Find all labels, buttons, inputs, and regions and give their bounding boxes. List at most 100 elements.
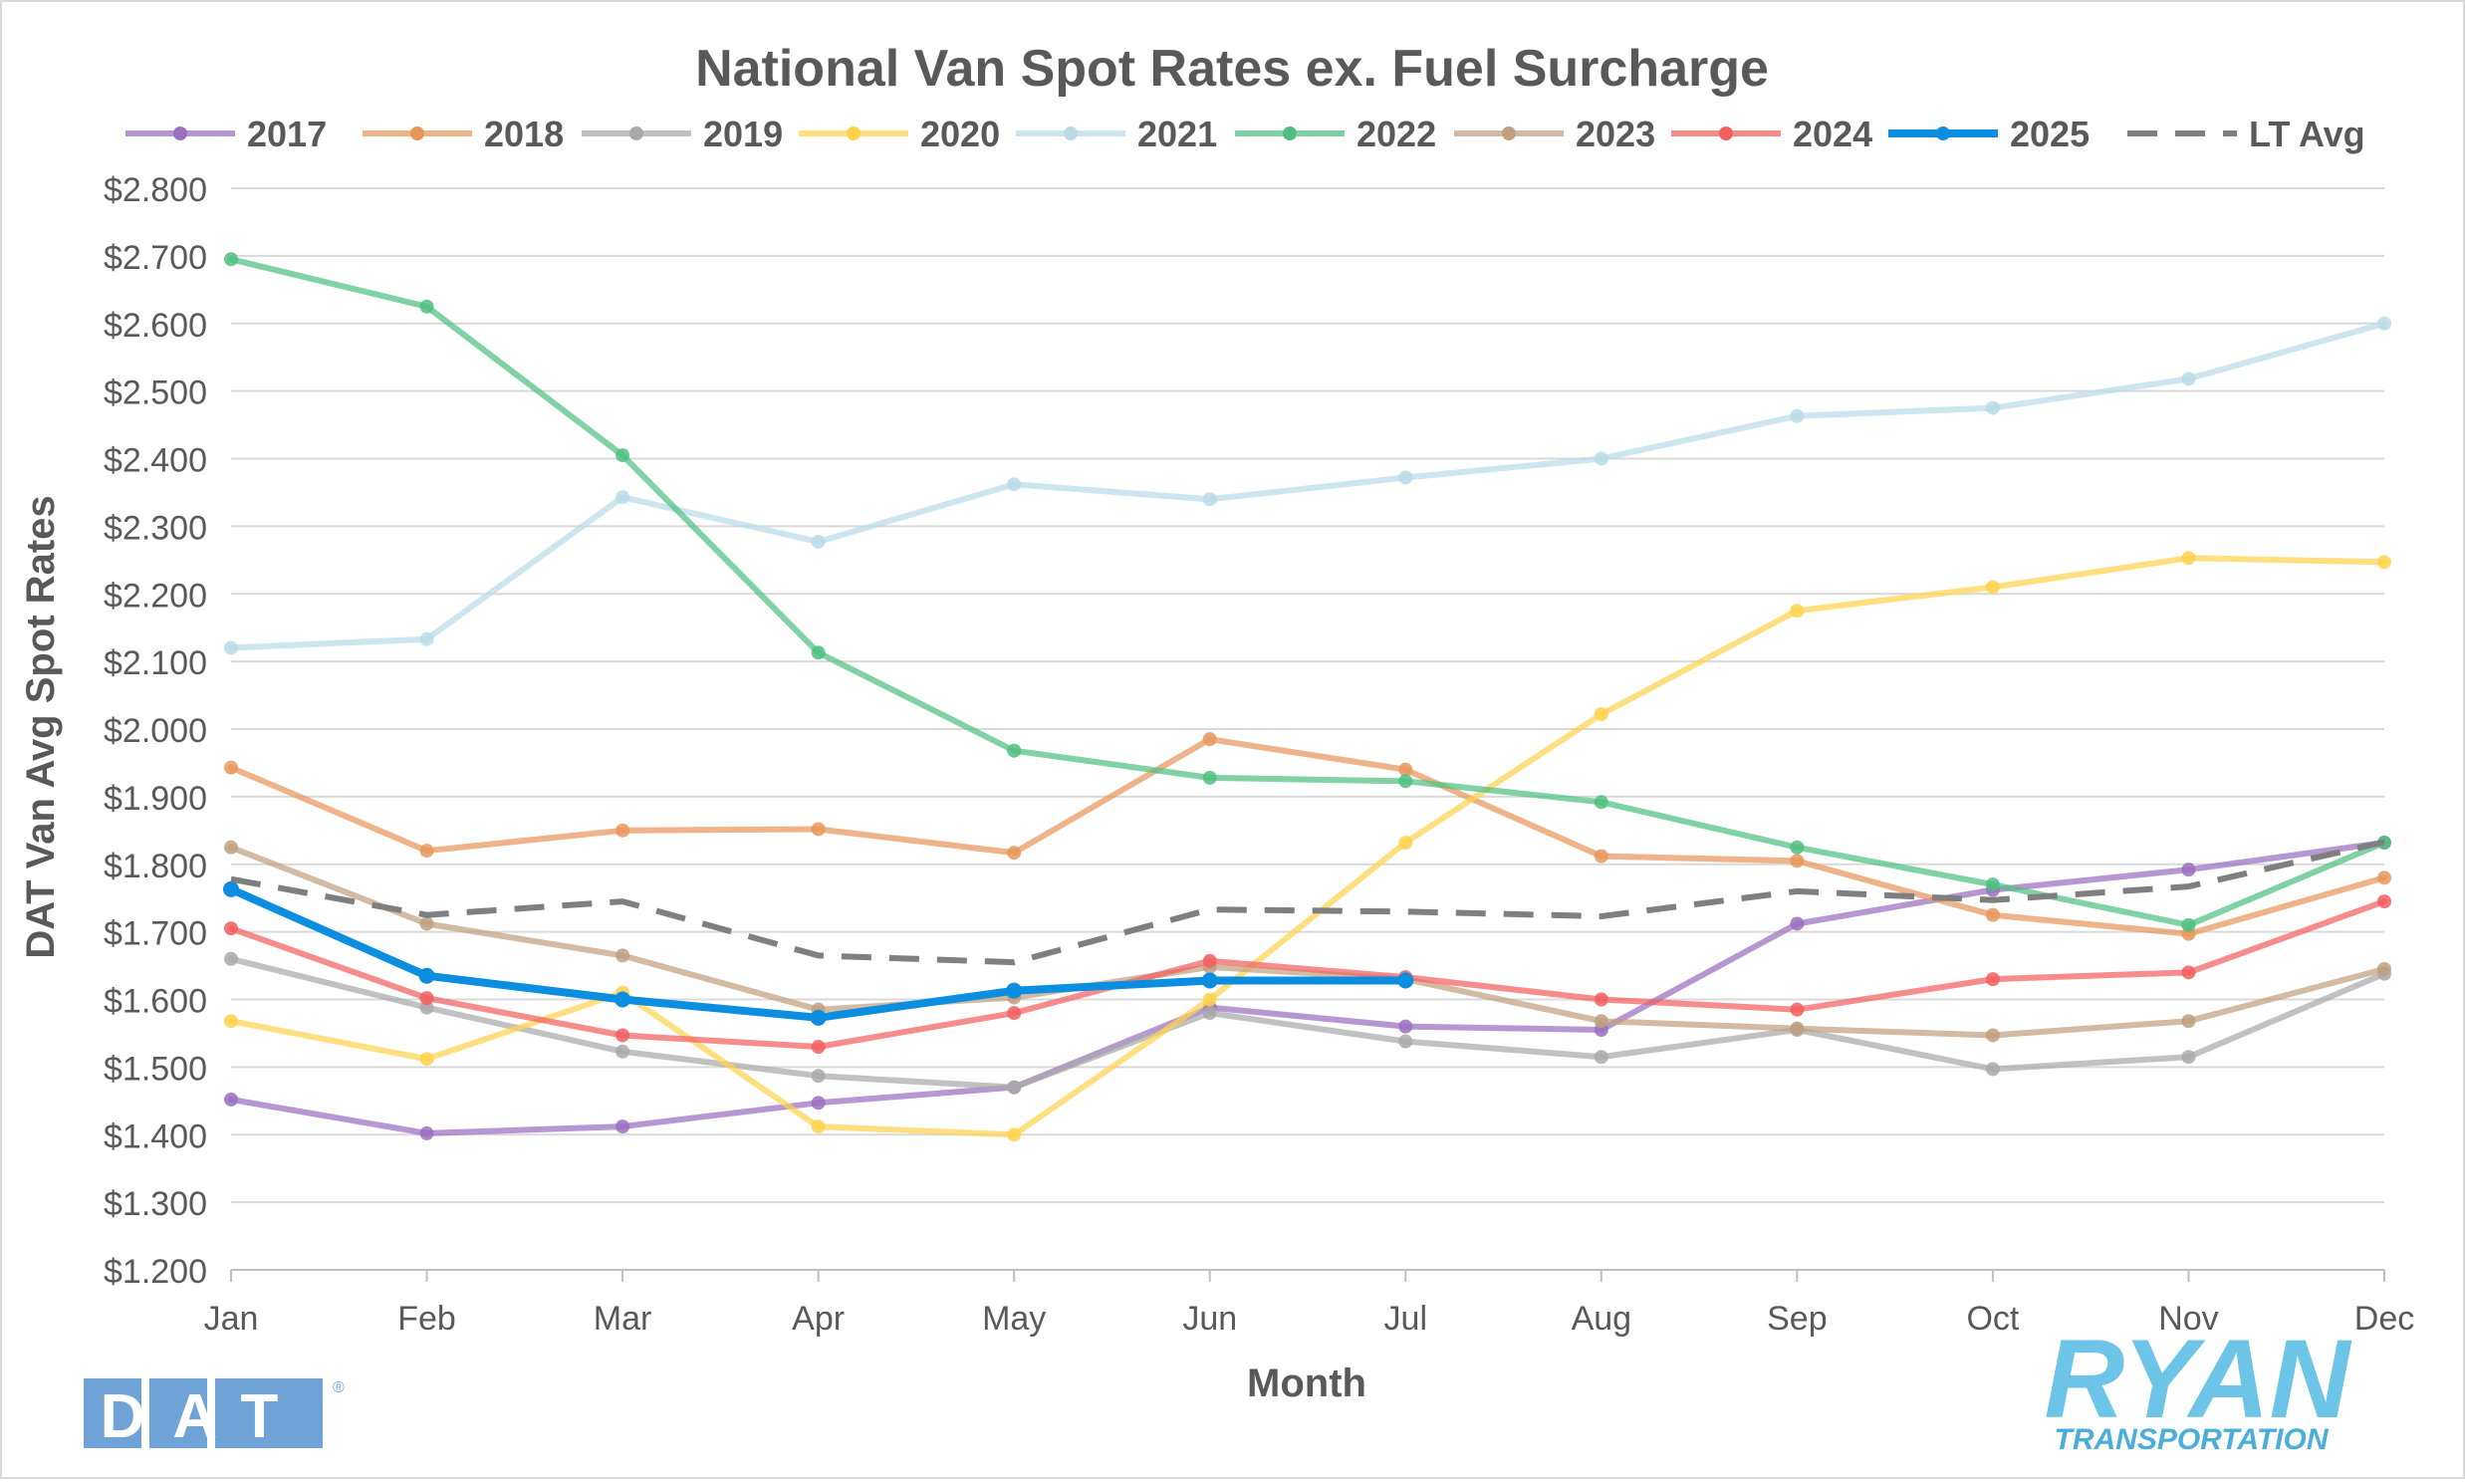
legend-label: 2018 bbox=[484, 114, 564, 154]
data-point bbox=[1985, 400, 2000, 415]
x-tick-label: Feb bbox=[397, 1300, 456, 1338]
y-tick-label: $1.700 bbox=[104, 915, 207, 953]
data-point bbox=[1202, 992, 1217, 1007]
legend-label: 2021 bbox=[1137, 114, 1217, 154]
data-point bbox=[1202, 770, 1217, 785]
data-point bbox=[224, 1014, 238, 1029]
x-tick-label: Jul bbox=[1384, 1300, 1427, 1338]
ryan-logo-subtext: TRANSPORTATION bbox=[2055, 1423, 2330, 1456]
data-point bbox=[224, 640, 238, 655]
legend-marker bbox=[1283, 126, 1297, 140]
series-line bbox=[228, 898, 2387, 1050]
y-tick-label: $1.300 bbox=[104, 1185, 207, 1223]
data-point bbox=[1006, 982, 1023, 999]
data-point bbox=[811, 1040, 826, 1055]
data-point bbox=[2377, 870, 2391, 885]
data-point bbox=[224, 951, 238, 966]
x-tick-label: Apr bbox=[792, 1300, 845, 1338]
data-point bbox=[811, 645, 826, 660]
data-point bbox=[1202, 732, 1217, 747]
legend-label: 2025 bbox=[2010, 114, 2090, 154]
x-tick-label: Oct bbox=[1966, 1300, 2019, 1338]
y-tick-label: $2.200 bbox=[104, 577, 207, 615]
chart-title: National Van Spot Rates ex. Fuel Surchar… bbox=[695, 40, 1769, 98]
y-tick-label: $2.700 bbox=[104, 239, 207, 277]
data-point bbox=[1790, 1021, 1805, 1036]
data-point bbox=[1985, 580, 2000, 595]
legend-marker bbox=[173, 126, 187, 140]
data-point bbox=[224, 840, 238, 855]
data-point bbox=[1007, 1006, 1022, 1021]
x-tick-label: Aug bbox=[1572, 1300, 1632, 1338]
x-tick-label: Sep bbox=[1767, 1300, 1828, 1338]
data-point bbox=[2181, 1014, 2196, 1029]
x-tick-label: Nov bbox=[2158, 1300, 2218, 1338]
legend-item-2023: 2023 bbox=[1454, 114, 1655, 154]
legend-label: 2020 bbox=[920, 114, 1000, 154]
y-tick-label: $1.400 bbox=[104, 1117, 207, 1155]
legend-marker bbox=[410, 126, 424, 140]
legend-item-lt-avg: LT Avg bbox=[2127, 114, 2365, 154]
dat-logo-registered: ® bbox=[333, 1379, 345, 1396]
y-tick-label: $1.200 bbox=[104, 1253, 207, 1291]
data-point bbox=[1398, 762, 1413, 777]
series-line bbox=[228, 555, 2387, 1138]
x-axis: Jan Feb Mar Apr May Jun Jul Aug Sep Oct Nov Dec bbox=[204, 1269, 2414, 1338]
legend-item-2021: 2021 bbox=[1016, 114, 1217, 154]
data-point bbox=[2181, 551, 2196, 566]
data-point bbox=[2181, 965, 2196, 980]
data-point bbox=[419, 631, 434, 646]
y-tick-label: $2.500 bbox=[104, 374, 207, 412]
dat-logo-tile-a bbox=[149, 1378, 207, 1448]
legend-label: 2019 bbox=[703, 114, 783, 154]
dat-logo-tile-t bbox=[215, 1378, 323, 1448]
data-point bbox=[1398, 470, 1413, 485]
x-tick-label: Jan bbox=[204, 1300, 259, 1338]
data-point bbox=[419, 991, 434, 1006]
data-point bbox=[2181, 1050, 2196, 1065]
data-point bbox=[224, 1092, 238, 1107]
x-tick-label: Dec bbox=[2354, 1300, 2414, 1338]
legend-label: 2024 bbox=[1793, 114, 1872, 154]
data-point bbox=[419, 916, 434, 931]
data-point bbox=[616, 1028, 630, 1043]
y-tick-label: $2.300 bbox=[104, 509, 207, 547]
data-point bbox=[1790, 1002, 1805, 1017]
data-point bbox=[1201, 972, 1218, 989]
data-point bbox=[1398, 1034, 1413, 1049]
series-line bbox=[230, 839, 2385, 966]
data-point bbox=[419, 844, 434, 859]
series-line bbox=[228, 736, 2387, 937]
data-point bbox=[419, 1052, 434, 1067]
data-point bbox=[1594, 992, 1608, 1007]
y-tick-label: $1.500 bbox=[104, 1050, 207, 1088]
data-point bbox=[811, 1069, 826, 1084]
data-point bbox=[2377, 316, 2391, 331]
data-point bbox=[1594, 1014, 1608, 1029]
data-point bbox=[1985, 1028, 2000, 1043]
data-point bbox=[419, 1125, 434, 1140]
data-point bbox=[1594, 1050, 1608, 1065]
data-point bbox=[1007, 477, 1022, 492]
data-point bbox=[616, 948, 630, 963]
data-point bbox=[615, 991, 631, 1008]
data-point bbox=[1398, 1019, 1413, 1034]
legend-label: 2017 bbox=[247, 114, 327, 154]
legend-label: 2023 bbox=[1576, 114, 1655, 154]
data-point bbox=[811, 1119, 826, 1134]
data-point bbox=[1398, 774, 1413, 789]
y-axis: $1.200 $1.300 $1.400 $1.500 $1.600 $1.700 $1.8… bbox=[104, 171, 207, 1291]
dat-logo-tile-d bbox=[84, 1378, 141, 1448]
y-tick-label: $2.100 bbox=[104, 644, 207, 682]
legend-item-2020: 2020 bbox=[799, 114, 1000, 154]
data-point bbox=[1202, 492, 1217, 507]
gridlines bbox=[231, 187, 2384, 1204]
series-2017 bbox=[224, 836, 2391, 1140]
data-point bbox=[1985, 877, 2000, 892]
series-line bbox=[228, 840, 2387, 1136]
data-point bbox=[1594, 451, 1608, 466]
legend-marker bbox=[847, 126, 861, 140]
